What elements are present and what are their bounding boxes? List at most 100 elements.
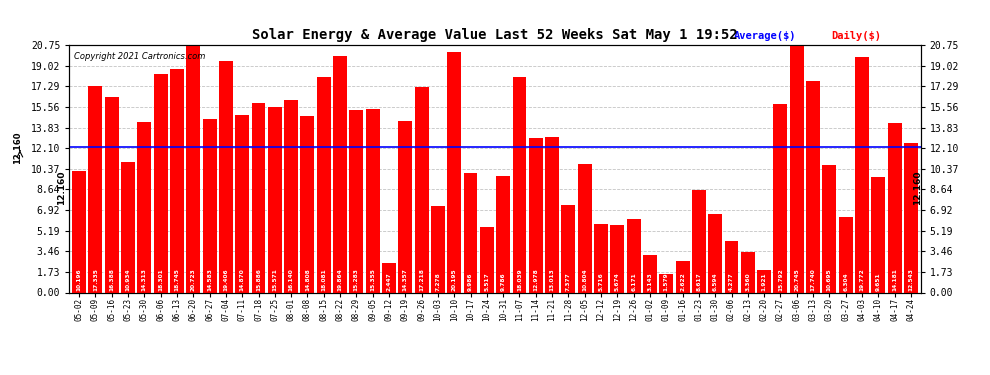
Text: 9.786: 9.786 (501, 272, 506, 291)
Bar (72, 171, 86, 292)
Bar (186, 45, 200, 292)
Bar (659, 274, 673, 292)
Bar (138, 122, 151, 292)
Text: 14.357: 14.357 (403, 268, 408, 291)
Text: 17.740: 17.740 (811, 268, 816, 291)
Text: 12.978: 12.978 (534, 268, 539, 291)
Text: 14.583: 14.583 (207, 268, 212, 291)
Text: 14.808: 14.808 (305, 268, 310, 291)
Bar (790, 45, 804, 292)
Text: 5.674: 5.674 (615, 272, 620, 291)
Bar (627, 219, 641, 292)
Text: 12.543: 12.543 (909, 268, 914, 291)
Bar (513, 77, 527, 292)
Text: 14.313: 14.313 (142, 268, 147, 291)
Text: 18.081: 18.081 (321, 268, 327, 291)
Bar (839, 217, 852, 292)
Bar (365, 110, 379, 292)
Text: 4.277: 4.277 (729, 272, 734, 291)
Text: 17.218: 17.218 (419, 268, 424, 291)
Bar (431, 206, 445, 292)
Text: Average($): Average($) (734, 31, 796, 41)
Bar (349, 110, 363, 292)
Bar (301, 116, 315, 292)
Bar (529, 138, 543, 292)
Text: 18.039: 18.039 (517, 268, 522, 291)
Text: 12.160: 12.160 (56, 170, 66, 205)
Text: 15.792: 15.792 (778, 268, 783, 291)
Bar (333, 56, 346, 292)
Text: 3.143: 3.143 (647, 272, 652, 291)
Text: 19.772: 19.772 (859, 268, 864, 291)
Text: 16.140: 16.140 (289, 268, 294, 291)
Text: 9.651: 9.651 (876, 272, 881, 291)
Bar (871, 177, 885, 292)
Bar (203, 118, 217, 292)
Text: 1.579: 1.579 (663, 272, 669, 291)
Text: Copyright 2021 Cartronics.com: Copyright 2021 Cartronics.com (73, 53, 205, 62)
Text: 5.517: 5.517 (484, 272, 489, 291)
Bar (170, 69, 184, 292)
Text: 12.160: 12.160 (14, 131, 23, 164)
Text: 15.283: 15.283 (353, 268, 358, 291)
Text: 10.934: 10.934 (126, 268, 131, 291)
Bar (105, 97, 119, 292)
Bar (806, 81, 820, 292)
Text: 5.716: 5.716 (599, 272, 604, 291)
Bar (611, 225, 625, 292)
Text: 14.181: 14.181 (892, 268, 897, 291)
Text: 10.196: 10.196 (76, 268, 81, 291)
Text: 8.617: 8.617 (696, 272, 701, 291)
Bar (219, 61, 233, 292)
Text: 15.355: 15.355 (370, 268, 375, 291)
Bar (317, 77, 331, 292)
Bar (773, 104, 787, 292)
Text: 19.406: 19.406 (224, 268, 229, 291)
Bar (855, 57, 869, 292)
Text: 19.864: 19.864 (338, 268, 343, 291)
Text: 9.986: 9.986 (468, 272, 473, 291)
Text: 13.013: 13.013 (549, 268, 554, 291)
Bar (578, 164, 592, 292)
Bar (447, 52, 461, 292)
Text: 6.594: 6.594 (713, 272, 718, 291)
Bar (741, 252, 754, 292)
Text: 18.301: 18.301 (158, 268, 163, 291)
Bar (594, 224, 608, 292)
Text: 1.921: 1.921 (761, 272, 766, 291)
Text: 10.695: 10.695 (827, 268, 832, 291)
Text: 15.886: 15.886 (256, 268, 261, 291)
Bar (888, 123, 902, 292)
Bar (284, 100, 298, 292)
Text: 20.723: 20.723 (191, 268, 196, 291)
Bar (251, 103, 265, 292)
Text: 14.870: 14.870 (240, 268, 245, 291)
Text: 2.622: 2.622 (680, 272, 685, 291)
Bar (480, 227, 494, 292)
Bar (236, 115, 249, 292)
Text: 3.360: 3.360 (745, 272, 750, 291)
Bar (545, 137, 559, 292)
Bar (757, 270, 771, 292)
Text: Daily($): Daily($) (832, 31, 881, 41)
Text: 20.745: 20.745 (794, 268, 799, 291)
Bar (561, 204, 575, 292)
Bar (398, 121, 412, 292)
Bar (708, 214, 722, 292)
Bar (382, 263, 396, 292)
Text: 16.388: 16.388 (109, 268, 114, 291)
Bar (88, 86, 102, 292)
Text: 7.377: 7.377 (566, 272, 571, 291)
Text: 6.171: 6.171 (632, 272, 637, 291)
Bar (644, 255, 657, 292)
Bar (415, 87, 429, 292)
Bar (725, 242, 739, 292)
Bar (904, 143, 918, 292)
Text: 6.304: 6.304 (843, 272, 848, 291)
Bar (496, 176, 510, 292)
Text: 18.745: 18.745 (174, 268, 179, 291)
Bar (121, 162, 135, 292)
Bar (463, 173, 477, 292)
Bar (153, 74, 167, 292)
Text: 12.160: 12.160 (913, 170, 923, 205)
